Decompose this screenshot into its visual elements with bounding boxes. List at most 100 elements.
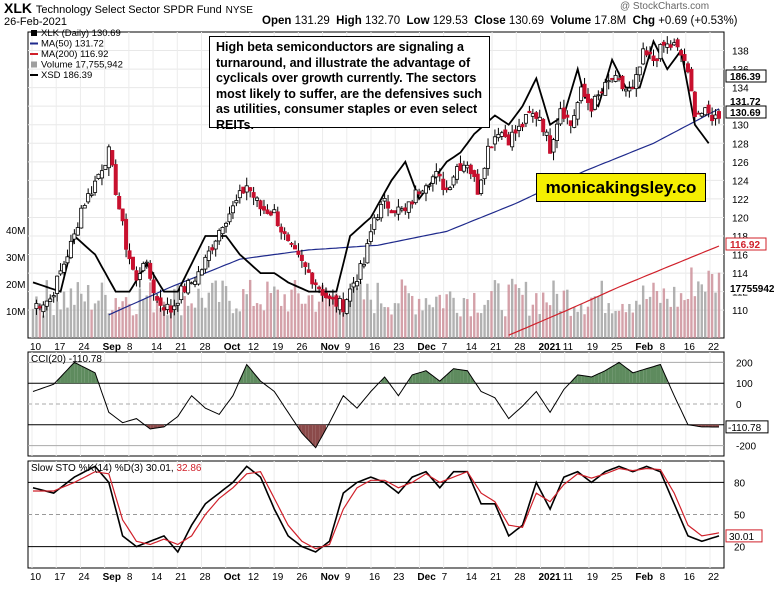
x-tick-label: 14	[466, 342, 478, 353]
volume-bar	[693, 296, 697, 338]
cci-fill-positive	[91, 371, 96, 384]
volume-bar	[704, 291, 707, 338]
cci-fill-positive	[432, 375, 437, 384]
candle-body	[648, 51, 653, 55]
volume-bar	[97, 300, 100, 338]
candle-body	[472, 170, 477, 177]
cci-fill-negative	[312, 424, 316, 448]
cci-tick-label: 0	[736, 400, 742, 411]
candle-body	[710, 114, 715, 122]
sto-k-line	[32, 465, 720, 554]
cci-fill-positive	[246, 364, 251, 384]
volume-bar	[235, 308, 238, 338]
candle-body	[396, 206, 401, 215]
cci-fill-positive	[450, 368, 454, 384]
candle-body	[203, 256, 208, 270]
candle-body	[337, 298, 342, 311]
candle-body	[158, 297, 163, 306]
candle-body	[286, 234, 291, 242]
volume-bar	[493, 280, 497, 338]
volume-value: 17.8M	[594, 15, 627, 27]
cci-fill-positive	[453, 368, 458, 384]
volume-bar	[166, 315, 169, 338]
candle-body	[475, 173, 480, 195]
candle-body	[65, 256, 70, 264]
candle-body	[682, 54, 687, 61]
volume-bar	[38, 304, 42, 338]
volume-bar	[476, 312, 479, 338]
candle-body	[93, 180, 98, 193]
volume-bar	[76, 282, 80, 338]
candle-body	[292, 245, 297, 250]
cci-value-tag: -110.78	[728, 423, 762, 434]
candle-body	[217, 230, 222, 242]
candle-body	[527, 110, 532, 114]
cci-fill-negative	[701, 424, 706, 427]
volume-bar	[679, 293, 683, 338]
x-tick-label: 10	[30, 572, 42, 583]
candle-body	[465, 164, 470, 169]
price-tick-label: 120	[732, 213, 749, 224]
candle-body	[82, 205, 87, 209]
volume-bar	[348, 302, 352, 338]
ma50-value-tag-box	[726, 95, 766, 107]
volume-bar	[49, 296, 52, 338]
candle-body	[386, 201, 391, 209]
volume-bar	[407, 293, 410, 338]
volume-bar	[610, 313, 614, 338]
candle-body	[320, 289, 325, 296]
candle-body	[99, 170, 104, 179]
cci-line	[32, 361, 719, 449]
candle-body	[637, 66, 642, 76]
chg-value: +0.69 (+0.53%)	[658, 15, 738, 27]
volume-bar	[635, 300, 638, 338]
candle-body	[86, 193, 91, 203]
cci-fill-positive	[70, 362, 75, 384]
candle-body	[224, 222, 229, 227]
cci-fill-positive	[629, 370, 633, 384]
candle-body	[541, 118, 546, 133]
cci-fill-positive	[643, 368, 647, 384]
candle-body	[375, 217, 380, 221]
sto-label-d: 32.86	[176, 463, 201, 474]
x-tick-label: 28	[200, 572, 212, 583]
volume-bar	[335, 293, 338, 338]
candle-body	[492, 136, 497, 145]
price-tick-label: 128	[732, 139, 749, 150]
price-tick-label: 124	[732, 176, 749, 187]
volume-bar	[297, 293, 300, 338]
candle-body	[403, 207, 408, 212]
candle-body	[499, 132, 504, 137]
volume-bar	[590, 297, 593, 338]
volume-bar	[514, 284, 517, 338]
candle-body	[206, 250, 211, 261]
volume-bar	[397, 303, 400, 338]
candle-body	[113, 164, 118, 195]
sto-tick-label: 50	[734, 511, 746, 522]
cci-fill-positive	[443, 374, 447, 384]
candle-body	[503, 129, 508, 138]
exchange: NYSE	[225, 5, 253, 16]
volume-bar	[548, 305, 552, 338]
x-tick-label: 16	[369, 342, 381, 353]
candle-body	[510, 131, 515, 148]
cci-fill-negative	[715, 424, 719, 428]
volume-bar	[569, 315, 572, 338]
candle-body	[37, 306, 42, 309]
candle-body	[654, 58, 659, 62]
candle-body	[534, 112, 539, 119]
candle-body	[120, 208, 125, 222]
cci-fill-positive	[622, 365, 626, 384]
candle-body	[410, 201, 415, 205]
volume-bar	[710, 274, 714, 338]
x-tick-label: 21	[490, 342, 502, 353]
volume-bar	[600, 280, 603, 338]
volume-bar	[214, 280, 217, 338]
cci-fill-positive	[650, 366, 654, 384]
candle-body	[427, 184, 432, 187]
candle-body	[458, 163, 463, 171]
candle-body	[634, 74, 639, 90]
legend-swatch-volume	[31, 61, 37, 68]
ohlc-bar: Open 131.29 High 132.70 Low 129.53 Close…	[262, 15, 738, 27]
candle-body	[517, 125, 522, 131]
